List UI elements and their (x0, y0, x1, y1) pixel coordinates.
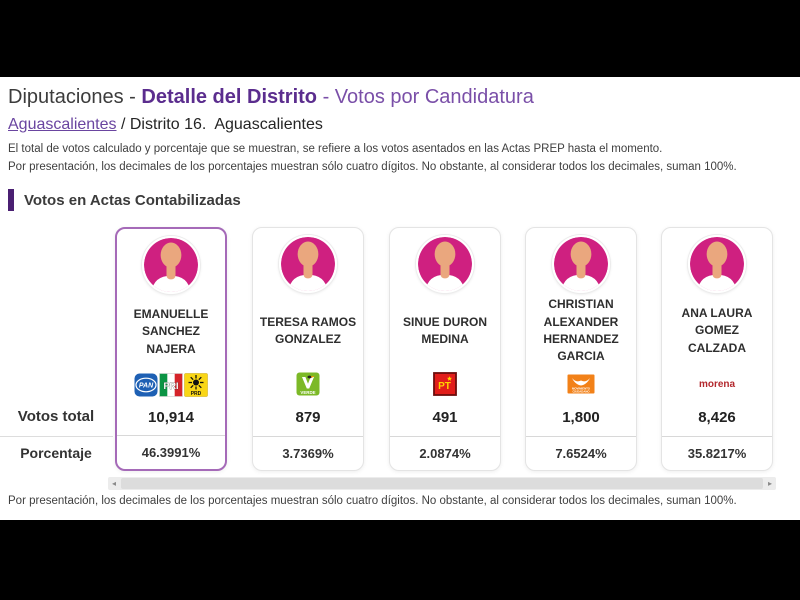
row-label-percentage: Porcentaje (20, 445, 92, 461)
bottom-letterbox-bar (0, 520, 800, 600)
candidate-percentage: 7.6524% (526, 436, 636, 470)
verde-logo-icon: VERDE (296, 372, 320, 396)
candidate-name: TERESA RAMOS GONZALEZ (259, 314, 357, 346)
svg-text:PRI: PRI (163, 381, 178, 391)
section-header: Votos en Actas Contabilizadas (8, 189, 241, 211)
breadcrumb-separator: / (116, 116, 130, 133)
svg-text:PT: PT (438, 381, 451, 392)
candidate-votes: 879 (295, 409, 321, 426)
candidate-avatar (279, 235, 337, 293)
party-logos: morena (699, 369, 735, 399)
breadcrumb-current: Distrito 16. Aguascalientes (129, 116, 323, 133)
candidate-avatar (688, 235, 746, 293)
morena-logo-icon: morena (698, 378, 736, 390)
page-title-votes: - Votos por Candidatura (317, 86, 534, 108)
party-logos: VERDE (296, 369, 320, 399)
svg-text:VERDE: VERDE (300, 390, 315, 395)
candidate-avatar (416, 235, 474, 293)
candidate-name: SINUE DURON MEDINA (402, 314, 487, 346)
section-title: Votos en Actas Contabilizadas (24, 191, 241, 209)
candidate-card-ana-laura-gomez[interactable]: ANA LAURA GOMEZ CALZADA morena 8,426 35.… (661, 227, 773, 471)
candidate-percentage: 3.7369% (253, 436, 363, 470)
party-logos: PAN PRI PRD (134, 370, 208, 400)
party-logos: MOVIMIENTO CIUDADANO (567, 369, 595, 399)
candidate-card-teresa-ramos[interactable]: TERESA RAMOS GONZALEZ VERDE 879 3.7369% (252, 227, 364, 471)
scroll-right-arrow-icon[interactable]: ▸ (767, 479, 772, 488)
row-label-votes: Votos total (17, 408, 95, 425)
svg-text:MOVIMIENTO: MOVIMIENTO (572, 387, 591, 391)
candidate-card-christian-hernandez[interactable]: CHRISTIAN ALEXANDER HERNANDEZ GARCIA MOV… (525, 227, 637, 471)
candidate-card-sinue-duron[interactable]: SINUE DURON MEDINA PT 491 2.0874% (389, 227, 501, 471)
row-divider (0, 436, 113, 437)
info-note-2: Por presentación, los decimales de los p… (8, 161, 737, 173)
svg-text:PAN: PAN (139, 383, 154, 390)
candidate-avatar (142, 236, 200, 294)
candidate-votes: 491 (432, 409, 458, 426)
svg-text:PRD: PRD (191, 391, 202, 397)
candidate-votes: 10,914 (148, 409, 194, 426)
info-note-1: El total de votos calculado y porcentaje… (8, 143, 663, 155)
pt-logo-icon: PT (433, 372, 457, 396)
candidate-votes: 8,426 (698, 409, 736, 426)
candidate-avatar (552, 235, 610, 293)
pri-logo-icon: PRI (159, 373, 183, 397)
horizontal-scrollbar[interactable]: ◂ ▸ (108, 477, 776, 490)
results-table: Votos total Porcentaje EMANUELLE SANCHEZ… (0, 227, 800, 473)
candidate-name: CHRISTIAN ALEXANDER HERNANDEZ GARCIA (543, 297, 619, 364)
candidate-name: ANA LAURA GOMEZ CALZADA (681, 305, 753, 355)
footer-note: Por presentación, los decimales de los p… (8, 495, 737, 507)
party-logos: PT (433, 369, 457, 399)
page-title-detail: Detalle del Distrito (141, 86, 318, 108)
candidate-card-emanuelle-sanchez[interactable]: EMANUELLE SANCHEZ NAJERA PAN PRI PRD 10,… (115, 227, 227, 471)
pan-logo-icon: PAN (134, 373, 158, 397)
svg-text:CIUDADANO: CIUDADANO (572, 390, 590, 394)
section-accent-bar (8, 189, 14, 211)
candidate-percentage: 46.3991% (117, 435, 225, 469)
candidate-percentage: 35.8217% (662, 436, 772, 470)
prd-logo-icon: PRD (184, 373, 208, 397)
breadcrumb-state-link[interactable]: Aguascalientes (8, 116, 117, 133)
page-content: Diputaciones - Detalle del Distrito - Vo… (0, 77, 800, 520)
top-letterbox-bar (0, 0, 800, 77)
scroll-left-arrow-icon[interactable]: ◂ (111, 479, 116, 488)
candidate-votes: 1,800 (562, 409, 600, 426)
page-title-section: Diputaciones - (8, 86, 142, 108)
candidate-percentage: 2.0874% (390, 436, 500, 470)
candidate-name: EMANUELLE SANCHEZ NAJERA (133, 306, 209, 356)
scrollbar-thumb[interactable] (121, 478, 763, 489)
page-title: Diputaciones - Detalle del Distrito - Vo… (8, 86, 534, 109)
breadcrumb: Aguascalientes / Distrito 16. Aguascalie… (8, 116, 323, 134)
